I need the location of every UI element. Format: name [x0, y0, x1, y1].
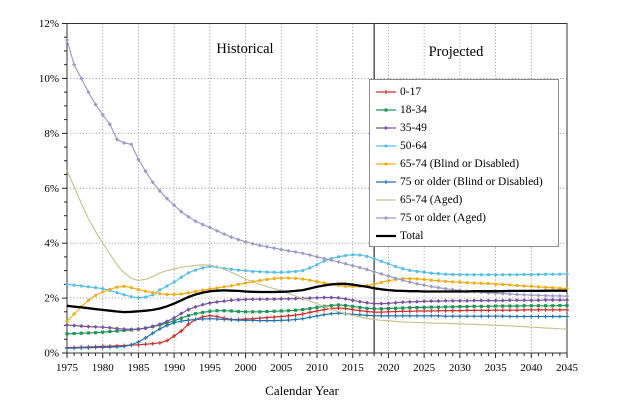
- svg-text:2020: 2020: [377, 362, 400, 374]
- svg-text:2030: 2030: [449, 362, 472, 374]
- historical-region-label: Historical: [216, 41, 274, 57]
- svg-text:2045: 2045: [556, 362, 579, 374]
- legend-label: 65-74 (Blind or Disabled): [400, 158, 520, 170]
- axis-ticks: [62, 23, 568, 358]
- y-tick-labels: 0% 2% 4% 6% 8% 10% 12%: [39, 18, 59, 360]
- legend-swatch-icon: [376, 199, 396, 201]
- legend-item-6: 65-74 (Aged): [375, 191, 558, 209]
- svg-text:2025: 2025: [413, 362, 436, 374]
- svg-text:2015: 2015: [342, 362, 365, 374]
- legend-item-5: 75 or older (Blind or Disabled): [375, 173, 558, 191]
- legend-label: 75 or older (Blind or Disabled): [400, 176, 543, 188]
- projected-region-label: Projected: [428, 44, 484, 60]
- legend-item-8: Total: [375, 227, 558, 245]
- legend-swatch-icon: [376, 180, 396, 184]
- legend-item-0: 0-17: [375, 83, 558, 101]
- svg-text:0%: 0%: [44, 348, 59, 360]
- svg-text:4%: 4%: [44, 238, 59, 250]
- svg-text:1975: 1975: [56, 362, 79, 374]
- x-tick-labels: 1975 1980 1985 1990 1995 2000 2005 2010 2015 2020…: [56, 362, 579, 374]
- svg-text:2005: 2005: [270, 362, 293, 374]
- svg-text:1985: 1985: [127, 362, 150, 374]
- legend-swatch-icon: [376, 215, 396, 221]
- legend-item-7: 75 or older (Aged): [375, 209, 558, 227]
- legend-item-4: 65-74 (Blind or Disabled): [375, 155, 558, 173]
- svg-text:12%: 12%: [39, 18, 59, 30]
- legend-item-1: 18-34: [375, 101, 558, 119]
- svg-text:2000: 2000: [235, 362, 258, 374]
- legend-swatch-icon: [376, 162, 396, 166]
- svg-text:10%: 10%: [39, 73, 59, 85]
- legend-label: 75 or older (Aged): [400, 212, 486, 224]
- series-1: [65, 303, 569, 336]
- legend: 0-17 18-34 35-49 50-64 65-74 (Blind or Disab…: [369, 79, 559, 247]
- legend-label: 35-49: [400, 122, 427, 134]
- svg-text:1980: 1980: [92, 362, 115, 374]
- series-5: [65, 311, 569, 351]
- svg-text:2%: 2%: [44, 293, 59, 305]
- legend-label: 18-34: [400, 104, 427, 116]
- legend-swatch-icon: [376, 125, 396, 131]
- legend-label: 0-17: [400, 86, 422, 98]
- legend-swatch-icon: [376, 234, 396, 238]
- svg-text:2010: 2010: [306, 362, 329, 374]
- svg-text:1990: 1990: [163, 362, 186, 374]
- series-6: [66, 170, 568, 330]
- svg-text:1995: 1995: [199, 362, 222, 374]
- series-2: [64, 295, 570, 332]
- series-4: [65, 276, 569, 324]
- legend-swatch-icon: [376, 144, 396, 148]
- svg-text:6%: 6%: [44, 183, 59, 195]
- legend-item-2: 35-49: [375, 119, 558, 137]
- gridlines: [67, 23, 567, 353]
- legend-label: 50-64: [400, 140, 427, 152]
- legend-label: 65-74 (Aged): [400, 194, 463, 206]
- legend-label: Total: [400, 230, 424, 242]
- series-7: [64, 37, 570, 299]
- legend-swatch-icon: [376, 108, 396, 112]
- series-8: [66, 282, 567, 314]
- legend-swatch-icon: [376, 90, 396, 94]
- svg-text:8%: 8%: [44, 128, 59, 140]
- svg-text:2040: 2040: [520, 362, 543, 374]
- legend-item-3: 50-64: [375, 137, 558, 155]
- x-axis-title: Calendar Year: [265, 383, 339, 398]
- svg-text:2035: 2035: [485, 362, 508, 374]
